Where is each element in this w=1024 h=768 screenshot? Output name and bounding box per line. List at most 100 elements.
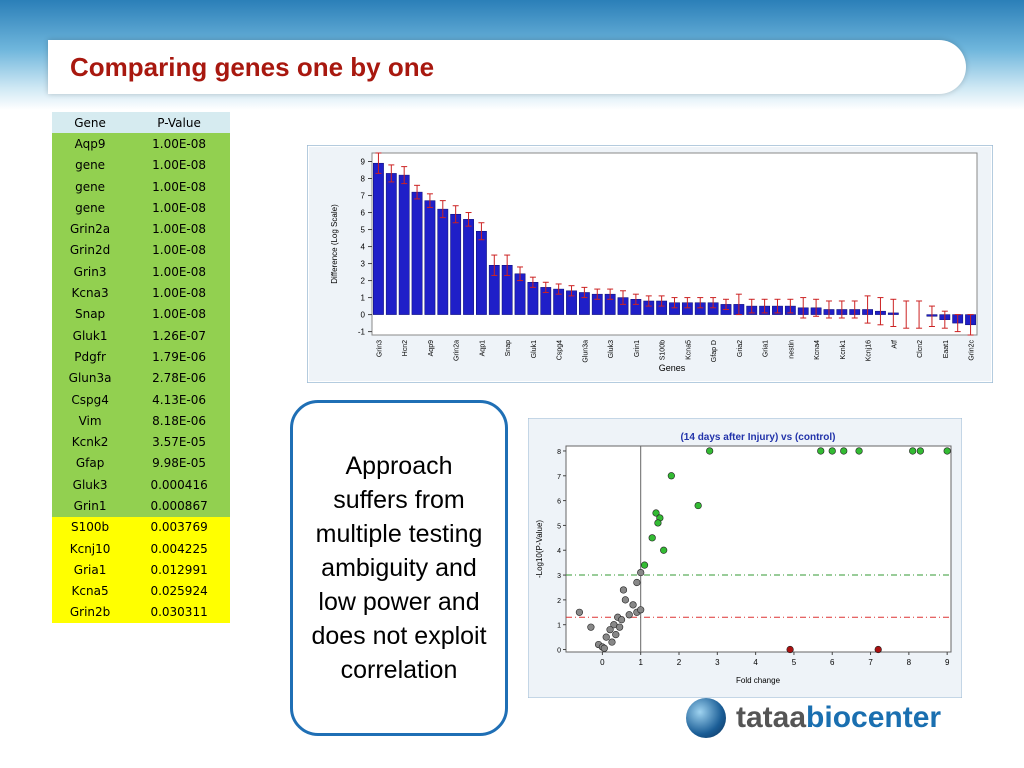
error-bar bbox=[375, 152, 382, 174]
x-tick-label: Kcna4 bbox=[814, 340, 821, 360]
point bbox=[694, 501, 702, 510]
error-bar bbox=[825, 300, 832, 319]
table-cell: 1.00E-08 bbox=[128, 282, 230, 304]
table-cell: Grin1 bbox=[52, 495, 129, 517]
x-tick-label: 7 bbox=[868, 658, 873, 667]
table-cell: Aqp9 bbox=[52, 133, 129, 155]
error-bar bbox=[890, 298, 897, 327]
x-tick-label: Gluk1 bbox=[531, 340, 538, 358]
y-tick-label: 1 bbox=[361, 294, 366, 303]
error-bar bbox=[916, 300, 923, 329]
logo-icon bbox=[686, 698, 726, 738]
table-cell: 1.00E-08 bbox=[128, 133, 230, 155]
y-tick-label: 5 bbox=[361, 226, 366, 235]
table-cell: 0.012991 bbox=[128, 559, 230, 581]
header-cell: Gene bbox=[52, 112, 129, 134]
callout: Approach suffers from multiple testing a… bbox=[290, 400, 508, 736]
table-row: gene 1.00E-08 bbox=[52, 175, 230, 198]
table-cell: Gluk3 bbox=[52, 474, 129, 496]
y-tick-label: 3 bbox=[557, 573, 561, 580]
x-tick-label: Snap bbox=[505, 340, 512, 356]
y-tick-label: 5 bbox=[557, 523, 561, 530]
logo: tataabiocenter bbox=[686, 696, 941, 740]
header-cell: P-Value bbox=[128, 112, 230, 134]
error-bar bbox=[800, 297, 807, 319]
table-cell: 1.00E-08 bbox=[128, 154, 230, 176]
point bbox=[587, 623, 595, 631]
point bbox=[633, 578, 641, 587]
point bbox=[625, 611, 633, 619]
table-row: Aqp9 1.00E-08 bbox=[52, 133, 230, 155]
point bbox=[840, 447, 848, 455]
error-bar bbox=[504, 254, 511, 276]
point bbox=[629, 601, 637, 609]
table-cell: Gluk1 bbox=[52, 324, 129, 347]
error-bar bbox=[903, 300, 910, 329]
x-tick-label: Atf bbox=[891, 340, 898, 349]
table-cell: Kcnk2 bbox=[52, 431, 129, 453]
error-bar bbox=[465, 212, 472, 227]
error-bar bbox=[722, 298, 729, 310]
table-cell: 2.78E-06 bbox=[128, 367, 230, 389]
table-cell: gene bbox=[52, 197, 129, 219]
bar bbox=[373, 162, 384, 315]
error-bar bbox=[542, 281, 549, 293]
point bbox=[652, 509, 660, 517]
x-tick-label: Clcn2 bbox=[917, 340, 924, 358]
point bbox=[943, 447, 951, 455]
table-cell: 8.18E-06 bbox=[128, 410, 230, 432]
table-row: Grin1 0.000867 bbox=[52, 495, 230, 517]
error-bar bbox=[620, 290, 627, 305]
table-cell: 3.57E-05 bbox=[128, 431, 230, 453]
point bbox=[602, 633, 610, 641]
y-axis-label: Difference (Log Scale) bbox=[330, 204, 339, 284]
error-bar bbox=[941, 310, 948, 329]
table-row: Snap 1.00E-08 bbox=[52, 303, 230, 325]
table-cell: Kcna5 bbox=[52, 580, 129, 602]
x-tick-label: Grin2a bbox=[454, 340, 461, 361]
point bbox=[637, 568, 645, 577]
error-bar bbox=[581, 286, 588, 299]
x-tick-label: Kcnj16 bbox=[866, 340, 873, 362]
point bbox=[612, 631, 620, 639]
point bbox=[828, 447, 836, 455]
table-cell: 1.00E-08 bbox=[128, 239, 230, 262]
point bbox=[637, 606, 645, 614]
x-tick-label: Grin2c bbox=[969, 340, 976, 361]
point bbox=[786, 645, 794, 654]
bar bbox=[424, 200, 436, 315]
table-cell: Grin2b bbox=[52, 601, 129, 624]
error-bar bbox=[851, 300, 858, 319]
table-body: Aqp9 1.00E-08 gene 1.00E-08 gene 1.00E-08 gene… bbox=[52, 133, 230, 624]
table-cell: Grin3 bbox=[52, 261, 129, 283]
error-bar bbox=[645, 295, 652, 307]
error-bar bbox=[658, 295, 665, 307]
table-cell: 1.00E-08 bbox=[128, 261, 230, 283]
table-row: Grin2a 1.00E-08 bbox=[52, 218, 230, 240]
error-bar bbox=[761, 298, 768, 314]
x-tick-label: 6 bbox=[830, 658, 835, 667]
error-bar bbox=[813, 298, 820, 317]
table-cell: Snap bbox=[52, 303, 129, 325]
point bbox=[617, 616, 626, 624]
table-cell: Grin2a bbox=[52, 218, 129, 240]
table-row: Kcna3 1.00E-08 bbox=[52, 282, 230, 304]
error-bar bbox=[555, 283, 562, 295]
x-tick-label: Gluk3 bbox=[608, 340, 615, 358]
bar bbox=[385, 173, 397, 315]
x-tick-label: Gria1 bbox=[763, 340, 770, 357]
x-tick-label: Cspg4 bbox=[557, 340, 564, 360]
table-cell: 0.000867 bbox=[128, 495, 230, 517]
error-bar bbox=[414, 184, 421, 200]
point bbox=[817, 447, 825, 455]
y-tick-label: 4 bbox=[361, 243, 366, 252]
error-bar bbox=[671, 297, 678, 309]
bar bbox=[411, 191, 423, 315]
y-tick-label: 3 bbox=[361, 260, 366, 269]
error-bar bbox=[491, 254, 498, 276]
table-row: Glun3a 2.78E-06 bbox=[52, 367, 230, 389]
y-tick-label: 7 bbox=[557, 474, 561, 481]
point bbox=[909, 447, 917, 455]
error-bar bbox=[787, 298, 794, 314]
table-cell: 1.26E-07 bbox=[128, 324, 230, 347]
